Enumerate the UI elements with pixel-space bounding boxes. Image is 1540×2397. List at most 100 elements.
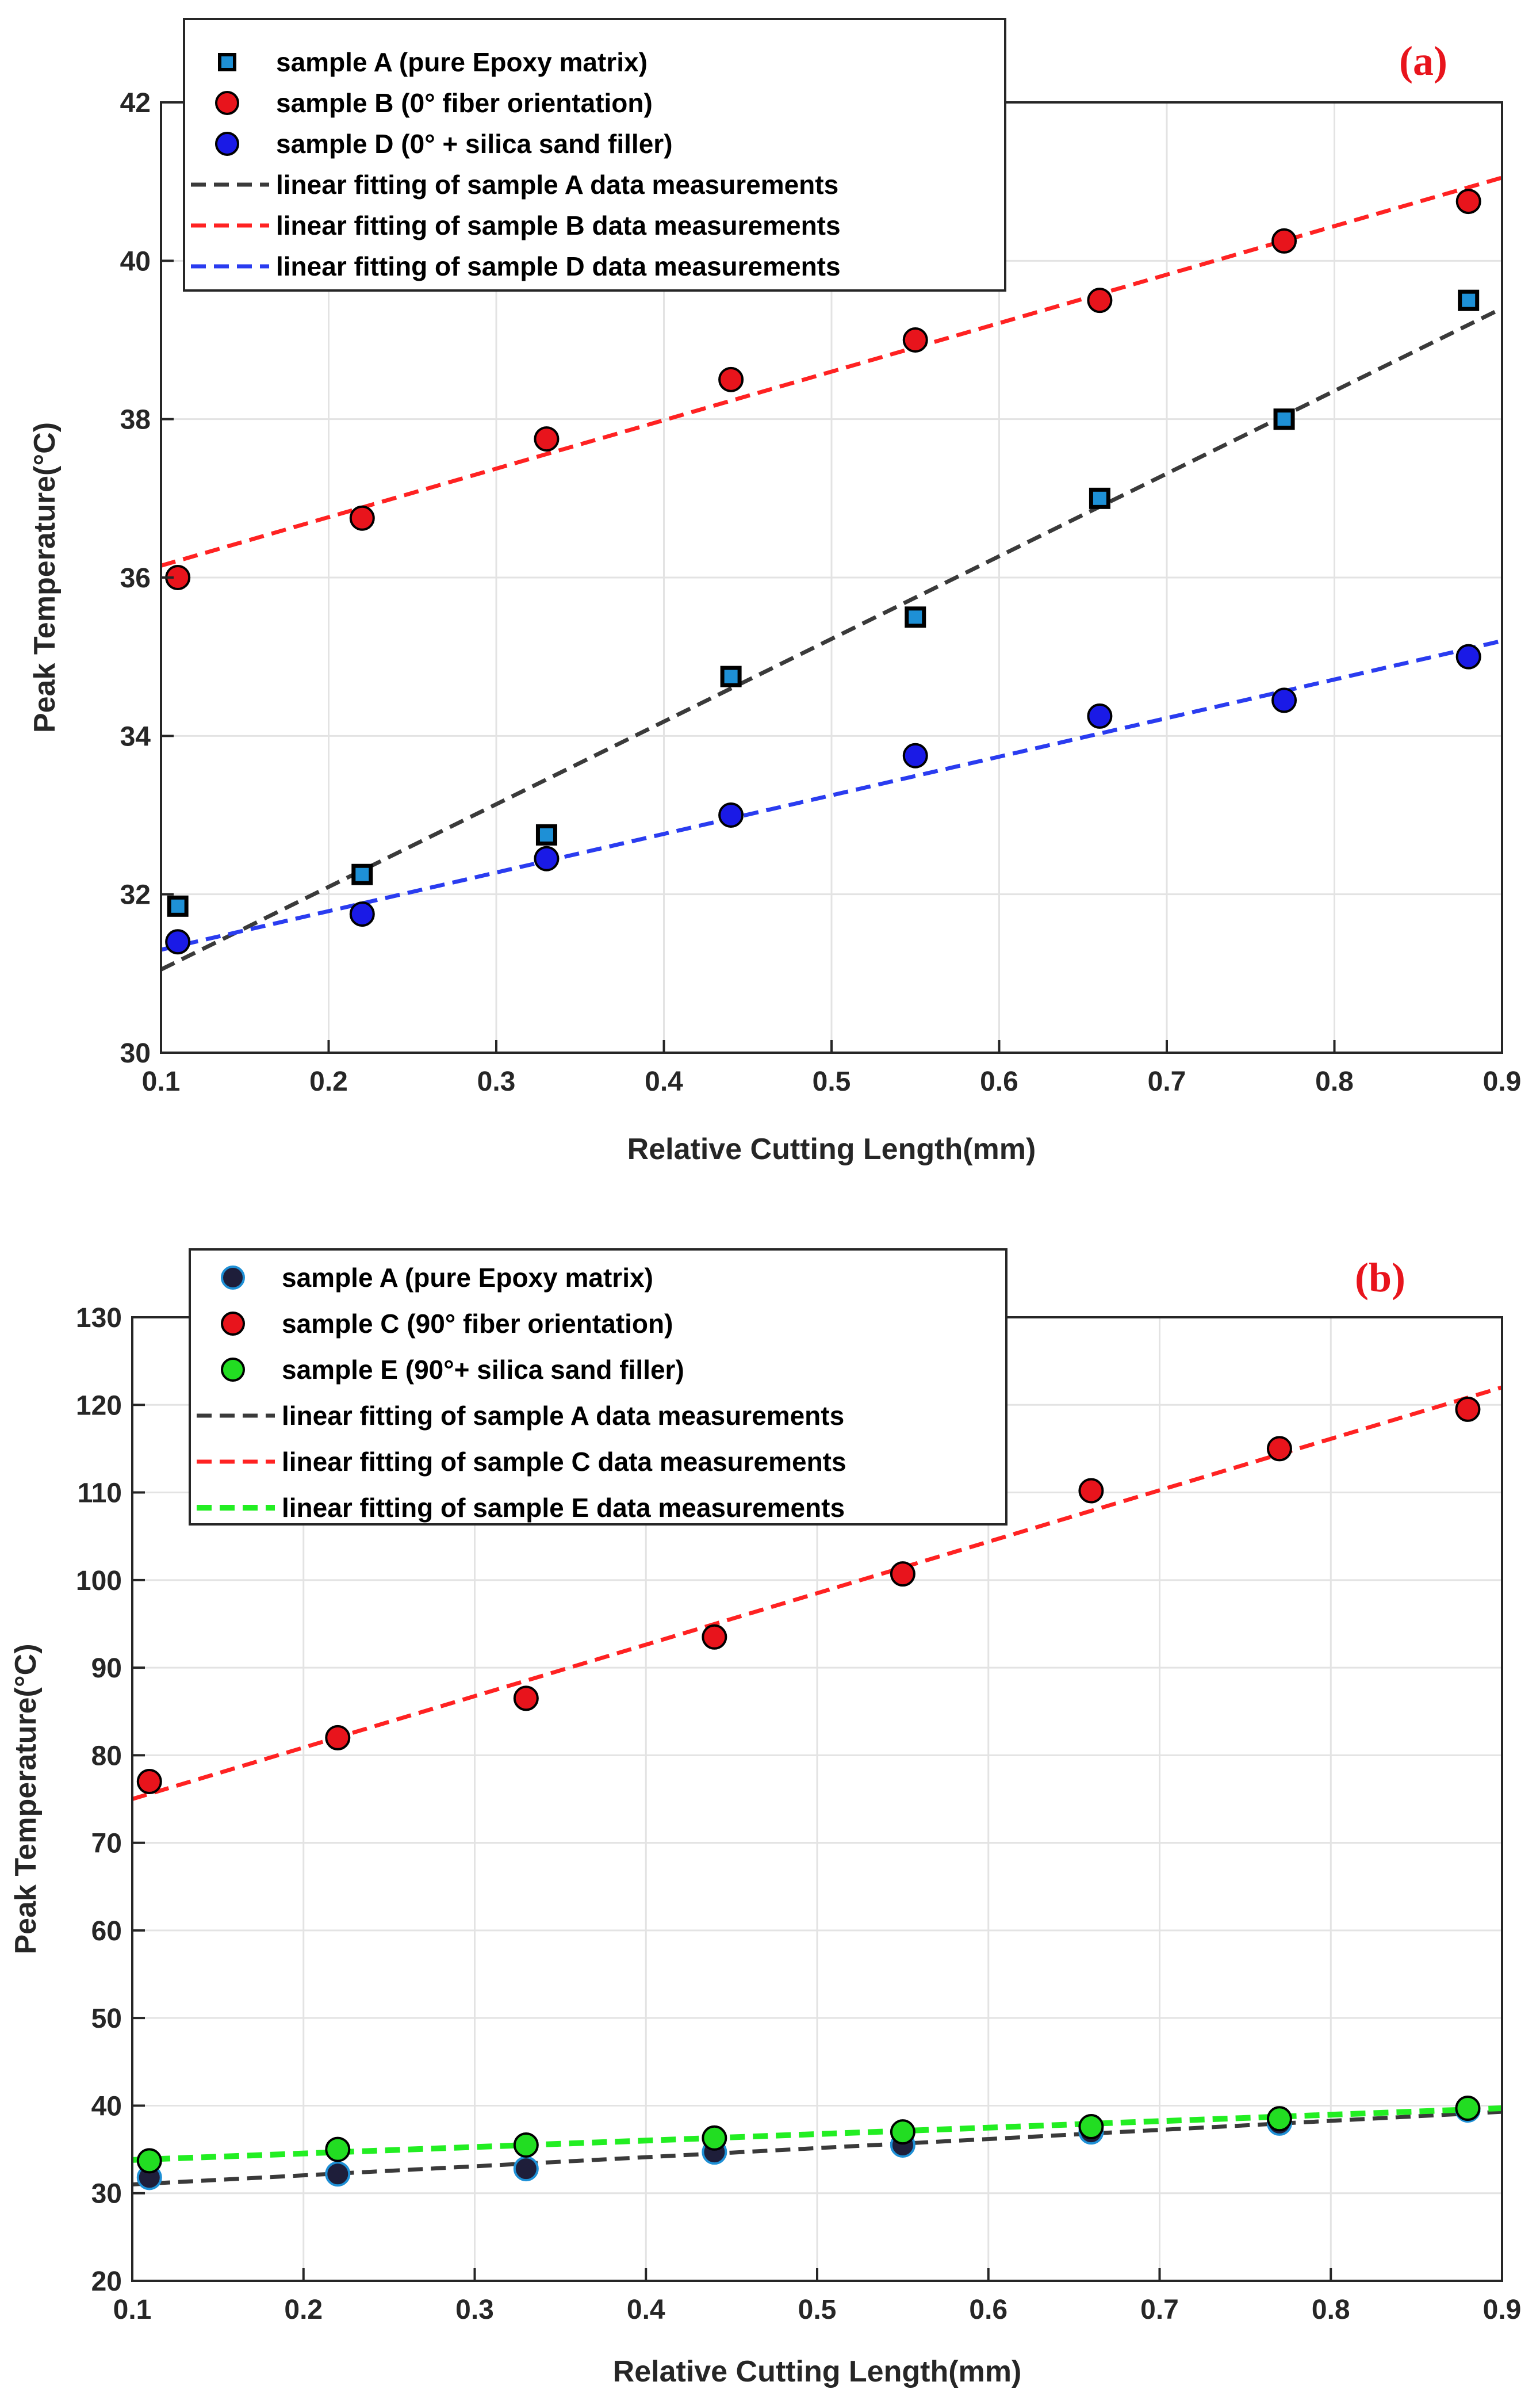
y-tick-label: 80	[91, 1741, 122, 1771]
legend-marker	[215, 91, 239, 115]
data-point-b-s2	[1455, 1396, 1481, 1422]
data-point-b-s3	[702, 2125, 727, 2151]
fit-lines-b	[131, 1385, 1503, 2186]
x-tick-label: 0.2	[309, 1066, 348, 1097]
x-tick-label: 0.2	[284, 2295, 323, 2325]
fit-line-b-2	[131, 1385, 1503, 1801]
y-ticks-a: 30 32 34 36 38 40 42	[120, 88, 174, 1069]
legend-marker	[221, 1266, 245, 1290]
markers-a	[165, 189, 1481, 955]
panel-label-a: (a)	[1399, 38, 1447, 84]
legend-marker	[215, 132, 239, 156]
data-point-a-s2	[718, 366, 744, 392]
data-point-a-s3	[165, 929, 191, 955]
data-point-b-s2	[1078, 1478, 1104, 1504]
data-point-a-s3	[1271, 687, 1297, 713]
y-tick-label: 42	[120, 88, 151, 118]
data-point-b-s2	[513, 1685, 539, 1711]
panel-label-b: (b)	[1355, 1255, 1405, 1301]
legend-b: sample A (pure Epoxy matrix) sample C (90…	[189, 1248, 1007, 1526]
x-tick-label: 0.4	[645, 1066, 683, 1097]
data-point-a-s1	[1458, 289, 1480, 311]
legend-entry-label: linear fitting of sample C data measurem…	[282, 1447, 846, 1477]
y-tick-label: 36	[120, 563, 151, 594]
data-point-a-s1	[1089, 487, 1110, 509]
x-axis-label-a: Relative Cutting Length(mm)	[627, 1133, 1036, 1166]
legend-entry-label: sample A (pure Epoxy matrix)	[282, 1263, 653, 1293]
data-point-b-s3	[136, 2148, 162, 2174]
data-point-a-s2	[1271, 228, 1297, 254]
data-point-a-s1	[351, 863, 373, 885]
x-tick-label: 0.1	[142, 1066, 181, 1097]
x-tick-label: 0.9	[1483, 2295, 1522, 2325]
data-point-a-s1	[1273, 408, 1295, 430]
y-axis-label-b: Peak Temperature(°C)	[9, 1643, 43, 1954]
legend-entry-label: sample B (0° fiber orientation)	[276, 88, 653, 118]
x-ticks-a: 0.1 0.2 0.3 0.4 0.5 0.6 0.7 0.8 0.9	[142, 1040, 1522, 1097]
data-point-a-s1	[535, 824, 557, 846]
x-tick-label: 0.1	[113, 2295, 152, 2325]
data-point-a-s3	[1087, 703, 1113, 729]
x-tick-label: 0.3	[455, 2295, 494, 2325]
x-tick-label: 0.7	[1140, 2295, 1179, 2325]
x-tick-label: 0.3	[477, 1066, 516, 1097]
x-tick-label: 0.7	[1148, 1066, 1186, 1097]
legend-entry-label: sample C (90° fiber orientation)	[282, 1309, 673, 1339]
data-point-b-s1	[325, 2161, 351, 2187]
data-point-a-s3	[1455, 644, 1481, 670]
y-tick-label: 110	[78, 1478, 122, 1509]
markers-b	[136, 1396, 1481, 2190]
data-point-a-s3	[718, 802, 744, 828]
legend-marker	[221, 1312, 245, 1336]
x-tick-label: 0.9	[1483, 1066, 1522, 1097]
data-point-a-s3	[349, 901, 375, 927]
y-tick-label: 50	[91, 2004, 122, 2034]
legend-a: sample A (pure Epoxy matrix) sample B (0…	[183, 18, 1006, 292]
x-tick-label: 0.5	[798, 2295, 837, 2325]
legend-box	[189, 1248, 1007, 1526]
y-axis-label-a: Peak Temperature(°C)	[28, 422, 62, 733]
y-tick-label: 90	[91, 1653, 122, 1684]
data-point-a-s3	[534, 846, 560, 871]
data-point-a-s2	[1455, 189, 1481, 215]
y-tick-label: 40	[120, 246, 151, 277]
chart-panel-b: 0.1 0.2 0.3 0.4 0.5 0.6 0.7 0.8 0.9 20 30 40 50 60 70…	[9, 1248, 1522, 2388]
x-tick-label: 0.6	[969, 2295, 1007, 2325]
legend-marker	[221, 1358, 245, 1382]
y-tick-label: 40	[91, 2091, 122, 2121]
legend-box	[183, 18, 1006, 292]
y-ticks-b: 20 30 40 50 60 70 80 90 100 110 120 130	[76, 1303, 145, 2297]
data-point-b-s2	[136, 1769, 162, 1795]
data-point-b-s3	[513, 2132, 539, 2158]
legend-entry-label: sample A (pure Epoxy matrix)	[276, 47, 648, 77]
legend-entry-label: linear fitting of sample D data measurem…	[276, 251, 841, 281]
y-tick-label: 120	[76, 1390, 122, 1421]
y-tick-label: 20	[91, 2266, 122, 2297]
legend-entry-label: linear fitting of sample A data measurem…	[282, 1401, 844, 1431]
legend-entry-label: sample D (0° + silica sand filler)	[276, 129, 673, 159]
data-point-b-s2	[890, 1561, 915, 1587]
y-tick-label: 30	[120, 1038, 151, 1069]
chart-panel-a: 0.1 0.2 0.3 0.4 0.5 0.6 0.7 0.8 0.9 30 32 34 36 38 40…	[28, 18, 1522, 1166]
x-tick-label: 0.6	[980, 1066, 1018, 1097]
legend-marker	[218, 53, 236, 71]
y-tick-label: 38	[120, 405, 151, 435]
x-tick-label: 0.4	[627, 2295, 665, 2325]
data-point-b-s3	[890, 2119, 915, 2145]
x-tick-label: 0.5	[813, 1066, 851, 1097]
x-tick-label: 0.8	[1315, 1066, 1354, 1097]
legend-entry-label: sample E (90°+ silica sand filler)	[282, 1355, 684, 1385]
x-axis-label-b: Relative Cutting Length(mm)	[613, 2355, 1022, 2388]
legend-entry-label: linear fitting of sample A data measurem…	[276, 170, 838, 200]
data-point-b-s2	[325, 1725, 351, 1750]
data-point-b-s3	[1266, 2106, 1292, 2132]
data-point-a-s1	[905, 606, 926, 628]
data-point-b-s2	[1266, 1436, 1292, 1462]
x-ticks-b: 0.1 0.2 0.3 0.4 0.5 0.6 0.7 0.8 0.9	[113, 2268, 1522, 2325]
y-tick-label: 130	[76, 1303, 122, 1333]
data-point-a-s1	[720, 666, 742, 687]
data-point-b-s3	[1455, 2096, 1481, 2121]
data-point-b-s2	[702, 1624, 727, 1650]
